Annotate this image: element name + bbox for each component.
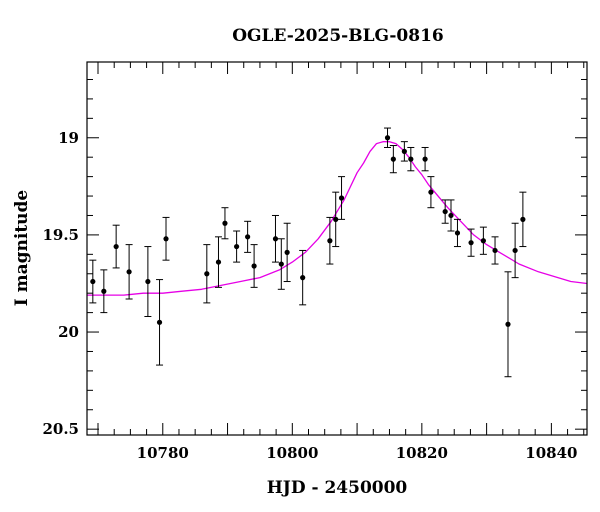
data-point bbox=[332, 191, 340, 248]
x-tick-label: 10840 bbox=[525, 444, 577, 462]
data-point-marker bbox=[428, 189, 434, 195]
data-point-marker bbox=[284, 249, 290, 255]
data-point-marker bbox=[90, 278, 96, 285]
data-point bbox=[491, 236, 499, 265]
data-point-marker bbox=[480, 238, 486, 244]
data-point bbox=[338, 176, 346, 220]
y-tick-label: 19.5 bbox=[42, 226, 79, 244]
data-point-marker bbox=[245, 234, 251, 240]
data-point-marker bbox=[512, 247, 518, 254]
data-point-marker bbox=[327, 238, 333, 244]
data-point bbox=[441, 199, 449, 224]
chart-title: OGLE-2025-BLG-0816 bbox=[232, 26, 444, 46]
x-tick-label: 10820 bbox=[396, 444, 448, 462]
data-point-marker bbox=[156, 319, 163, 325]
data-point bbox=[299, 249, 307, 306]
x-tick-label: 10800 bbox=[266, 444, 318, 462]
data-point bbox=[100, 269, 108, 314]
data-point-marker bbox=[272, 236, 279, 242]
data-point-marker bbox=[300, 275, 306, 281]
data-point-marker bbox=[234, 243, 240, 250]
data-point bbox=[203, 244, 211, 304]
data-point-marker bbox=[126, 269, 132, 275]
data-point bbox=[283, 222, 291, 283]
data-point bbox=[407, 146, 415, 172]
axes-layer bbox=[86, 61, 588, 436]
data-point bbox=[277, 238, 285, 290]
data-point bbox=[271, 214, 279, 263]
y-tick-label: 20 bbox=[58, 323, 79, 341]
data-point-marker bbox=[145, 278, 151, 285]
data-point-marker bbox=[384, 135, 391, 141]
data-point bbox=[447, 199, 455, 232]
data-point bbox=[400, 141, 408, 162]
data-point-marker bbox=[408, 156, 414, 162]
data-point-marker bbox=[492, 247, 498, 254]
data-point-marker bbox=[278, 261, 284, 267]
data-point-marker bbox=[448, 212, 454, 219]
data-point-marker bbox=[113, 243, 119, 250]
y-tick-label: 20.5 bbox=[42, 420, 79, 438]
data-point bbox=[519, 191, 527, 248]
x-tick-label: 10780 bbox=[137, 444, 189, 462]
data-point bbox=[162, 216, 170, 261]
data-point bbox=[453, 218, 461, 248]
data-point bbox=[233, 230, 241, 263]
data-point bbox=[214, 236, 222, 288]
data-point-marker bbox=[215, 259, 222, 265]
data-point bbox=[504, 271, 512, 378]
data-point bbox=[384, 127, 392, 148]
data-point-marker bbox=[163, 236, 169, 242]
data-point-marker bbox=[251, 263, 257, 269]
data-point bbox=[326, 216, 334, 265]
data-point-marker bbox=[505, 321, 511, 327]
data-point bbox=[427, 176, 435, 209]
data-point bbox=[221, 207, 229, 240]
data-point-marker bbox=[390, 156, 396, 162]
data-point bbox=[250, 244, 258, 288]
data-point bbox=[156, 279, 164, 366]
data-point-marker bbox=[401, 148, 407, 154]
data-point bbox=[479, 226, 487, 255]
data-point bbox=[389, 145, 397, 174]
data-point bbox=[467, 228, 475, 257]
data-point-marker bbox=[442, 208, 448, 215]
data-points-layer bbox=[89, 127, 527, 378]
y-axis-label: I magnitude bbox=[12, 190, 32, 307]
data-point-marker bbox=[454, 230, 461, 236]
data-point bbox=[244, 220, 252, 253]
data-point-marker bbox=[204, 271, 210, 277]
data-point-marker bbox=[101, 288, 107, 294]
plot-frame bbox=[86, 61, 588, 436]
data-point-marker bbox=[222, 220, 228, 226]
data-point bbox=[421, 146, 429, 172]
data-point bbox=[144, 246, 152, 317]
x-axis-label: HJD - 2450000 bbox=[267, 478, 408, 498]
data-point bbox=[125, 244, 133, 300]
ticks-layer: 10780 10800 10820 10840 19 19.5 20 20.5 bbox=[42, 62, 587, 462]
data-point bbox=[89, 259, 97, 304]
data-point-marker bbox=[333, 216, 339, 222]
data-point-marker bbox=[468, 240, 474, 246]
data-point bbox=[511, 222, 519, 279]
data-point bbox=[112, 224, 120, 269]
y-tick-label: 19 bbox=[58, 129, 79, 147]
data-point-marker bbox=[338, 195, 345, 201]
data-point-marker bbox=[422, 156, 428, 162]
data-point-marker bbox=[520, 216, 526, 222]
